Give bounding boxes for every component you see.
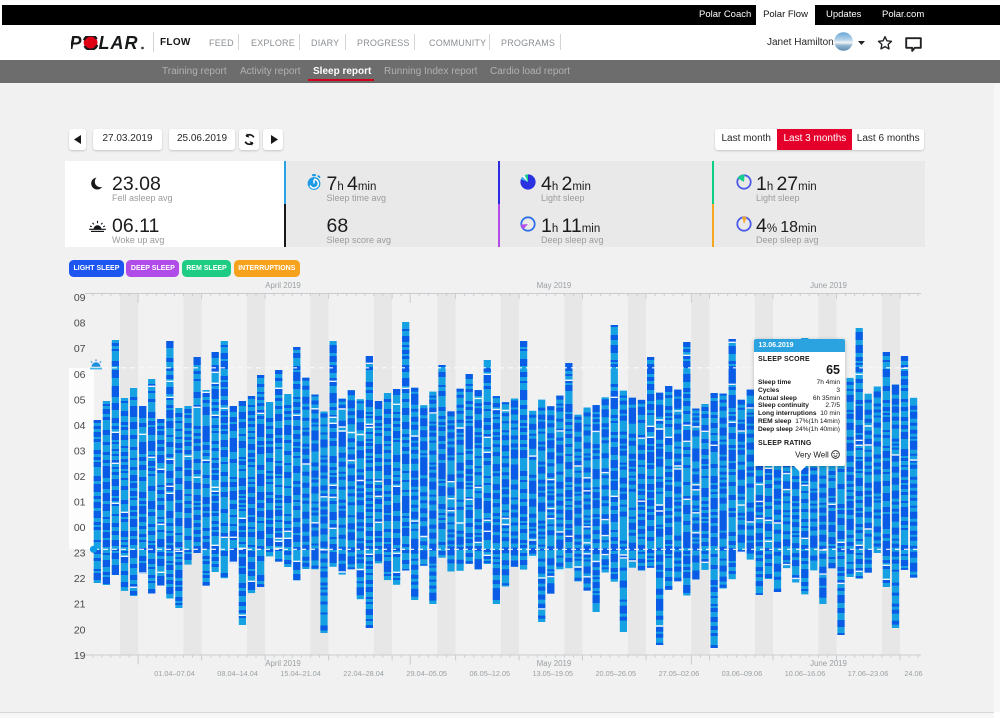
svg-text:21: 21 [74, 599, 86, 611]
svg-text:May 2019: May 2019 [537, 281, 572, 290]
svg-text:08.04–14.04: 08.04–14.04 [217, 669, 258, 678]
svg-text:27.05–02.06: 27.05–02.06 [659, 669, 700, 678]
svg-text:24.06: 24.06 [904, 669, 922, 678]
svg-text:20.05–26.05: 20.05–26.05 [596, 669, 637, 678]
svg-text:15.04–21.04: 15.04–21.04 [280, 669, 321, 678]
svg-text:23: 23 [74, 548, 86, 560]
svg-text:13.05–19.05: 13.05–19.05 [533, 669, 574, 678]
svg-text:06.05–12.05: 06.05–12.05 [470, 669, 511, 678]
svg-text:01.04–07.04: 01.04–07.04 [154, 669, 195, 678]
svg-text:29.04–05.05: 29.04–05.05 [406, 669, 447, 678]
svg-text:LAR: LAR [99, 36, 139, 50]
svg-text:05: 05 [74, 394, 86, 406]
svg-text:03: 03 [74, 445, 86, 457]
svg-text:02: 02 [74, 471, 86, 483]
svg-text:22.04–28.04: 22.04–28.04 [343, 669, 384, 678]
svg-text:01: 01 [74, 497, 86, 509]
svg-text:May 2019: May 2019 [537, 659, 572, 668]
svg-text:08: 08 [74, 318, 86, 330]
svg-text:20: 20 [74, 624, 86, 636]
svg-text:07: 07 [74, 343, 86, 355]
svg-text:10.06–16.06: 10.06–16.06 [785, 669, 826, 678]
svg-text:June 2019: June 2019 [810, 659, 847, 668]
svg-text:19: 19 [74, 650, 86, 662]
svg-text:June 2019: June 2019 [810, 281, 847, 290]
svg-text:06: 06 [74, 369, 86, 381]
svg-text:22: 22 [74, 573, 86, 585]
svg-text:P: P [71, 36, 83, 50]
svg-text:00: 00 [74, 522, 86, 534]
svg-text:09: 09 [74, 292, 86, 304]
svg-text:03.06–09.06: 03.06–09.06 [722, 669, 763, 678]
svg-text:April 2019: April 2019 [265, 281, 301, 290]
svg-text:April 2019: April 2019 [265, 659, 301, 668]
svg-text:04: 04 [74, 420, 86, 432]
svg-text:17.06–23.06: 17.06–23.06 [848, 669, 889, 678]
